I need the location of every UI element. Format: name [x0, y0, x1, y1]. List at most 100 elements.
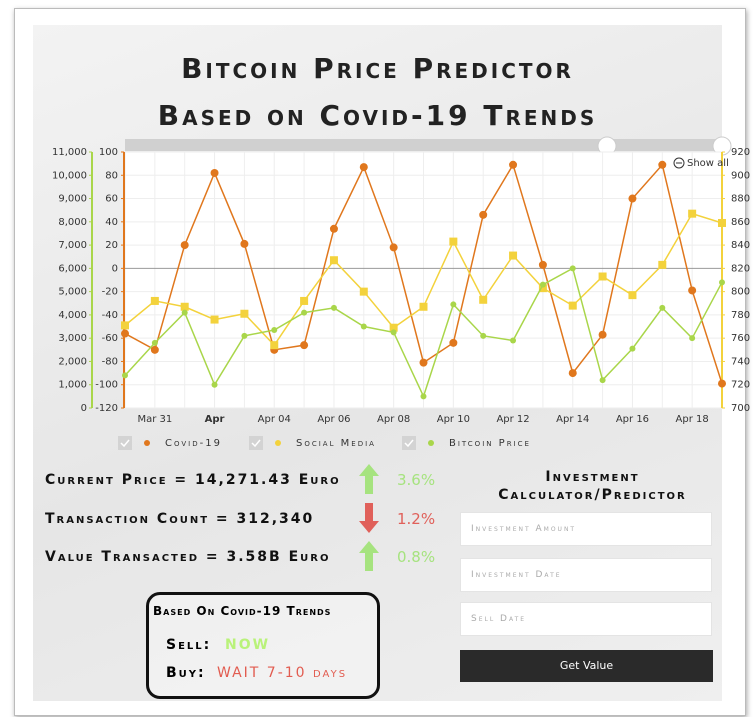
point	[389, 243, 398, 252]
y-tick-label: 820	[731, 263, 750, 274]
stat-label: Current Price = 14,271.43 Euro	[45, 472, 341, 488]
stat-change: 0.8%	[397, 548, 436, 566]
signal-title: Based On Covid-19 Trends	[153, 604, 332, 618]
get-value-button[interactable]: Get Value	[460, 650, 713, 682]
legend-label: Social Media	[296, 438, 376, 449]
y-tick-label: 2,000	[58, 356, 87, 367]
point	[718, 218, 726, 227]
buy-label: Buy:	[166, 665, 206, 681]
y-tick-label: 6,000	[58, 263, 87, 274]
y-tick-label: 3,000	[58, 333, 87, 344]
point	[210, 315, 219, 324]
input-field[interactable]: Sell Date	[460, 602, 712, 636]
point	[419, 302, 428, 311]
point	[300, 341, 309, 350]
y-tick-label: -100	[95, 380, 118, 391]
point	[598, 330, 607, 339]
x-tick-label: Apr 14	[556, 414, 589, 425]
point	[509, 160, 518, 169]
y-tick-label: 840	[731, 240, 750, 251]
point	[150, 296, 159, 305]
point	[480, 332, 487, 339]
point	[449, 237, 458, 246]
arrow-up	[359, 464, 379, 494]
point	[598, 272, 607, 281]
point	[330, 304, 337, 311]
point	[121, 329, 129, 338]
point	[658, 260, 667, 269]
x-tick-label: Apr 10	[437, 414, 470, 425]
point	[659, 304, 666, 311]
buy-value: WAIT 7-10 days	[217, 665, 348, 681]
point	[479, 295, 488, 304]
title: Bitcoin Price Predictor	[181, 52, 574, 85]
y-tick-label: 740	[731, 356, 750, 367]
point	[180, 302, 189, 311]
input-field[interactable]: Investment Amount	[460, 512, 712, 546]
point	[538, 260, 547, 269]
point	[271, 327, 278, 334]
point	[180, 241, 189, 250]
point	[181, 309, 188, 316]
y-tick-label: 10,000	[52, 170, 87, 181]
point	[658, 160, 667, 169]
y-tick-label: 5,000	[58, 287, 87, 298]
legend-check	[251, 439, 261, 448]
y-tick-label: 860	[731, 217, 750, 228]
point	[389, 323, 398, 332]
y-tick-label: 7,000	[58, 240, 87, 251]
point	[449, 338, 458, 347]
point	[300, 296, 309, 305]
input-field[interactable]: Investment Date	[460, 558, 712, 592]
point	[150, 345, 159, 354]
point	[629, 345, 636, 352]
y-tick-label: 880	[731, 194, 750, 205]
point	[718, 379, 726, 388]
point	[241, 332, 248, 339]
y-tick-label: 4,000	[58, 310, 87, 321]
legend-checkbox[interactable]	[249, 436, 263, 450]
point	[329, 256, 338, 265]
y-tick-label: 700	[731, 403, 750, 414]
stat-label: Value Transacted = 3.58B Euro	[45, 549, 331, 565]
point	[359, 163, 368, 172]
y-tick-label: 80	[105, 170, 118, 181]
point	[509, 251, 518, 260]
point	[301, 309, 308, 316]
legend-label: Covid-19	[165, 438, 222, 449]
y-tick-label: -60	[102, 333, 118, 344]
point	[270, 341, 279, 350]
y-tick-label: -120	[95, 403, 118, 414]
signal-box: Based On Covid-19 Trends Sell: NOW Buy: …	[146, 592, 380, 699]
point	[689, 335, 696, 342]
y-tick-label: 60	[105, 194, 118, 205]
point	[538, 284, 547, 293]
point	[329, 224, 338, 233]
legend-checkbox[interactable]	[118, 436, 132, 450]
y-tick-label: 40	[105, 217, 118, 228]
x-tick-label: Mar 31	[137, 414, 172, 425]
point	[359, 287, 368, 296]
calculator-title: Investment Calculator/Predictor	[498, 469, 687, 503]
stat-change: 3.6%	[397, 471, 436, 489]
stat-change: 1.2%	[397, 509, 436, 528]
y-tick-label: 760	[731, 333, 750, 344]
legend-checkbox[interactable]	[402, 436, 416, 450]
point	[419, 358, 428, 367]
y-tick-label: 800	[731, 287, 750, 298]
zoom-icon	[673, 157, 685, 169]
y-tick-label: -20	[102, 287, 118, 298]
legend-marker	[144, 440, 150, 446]
point	[151, 339, 158, 346]
point	[122, 372, 128, 379]
scrollbar	[125, 139, 722, 151]
point	[211, 381, 218, 388]
point	[510, 337, 517, 344]
y-tick-label: -40	[102, 310, 118, 321]
sell-value: NOW	[225, 637, 271, 653]
y-tick-label: 1,000	[58, 380, 87, 391]
arrow	[359, 464, 379, 494]
point	[569, 265, 576, 272]
point	[628, 291, 637, 300]
show-all-button[interactable]: Show all	[687, 158, 729, 169]
